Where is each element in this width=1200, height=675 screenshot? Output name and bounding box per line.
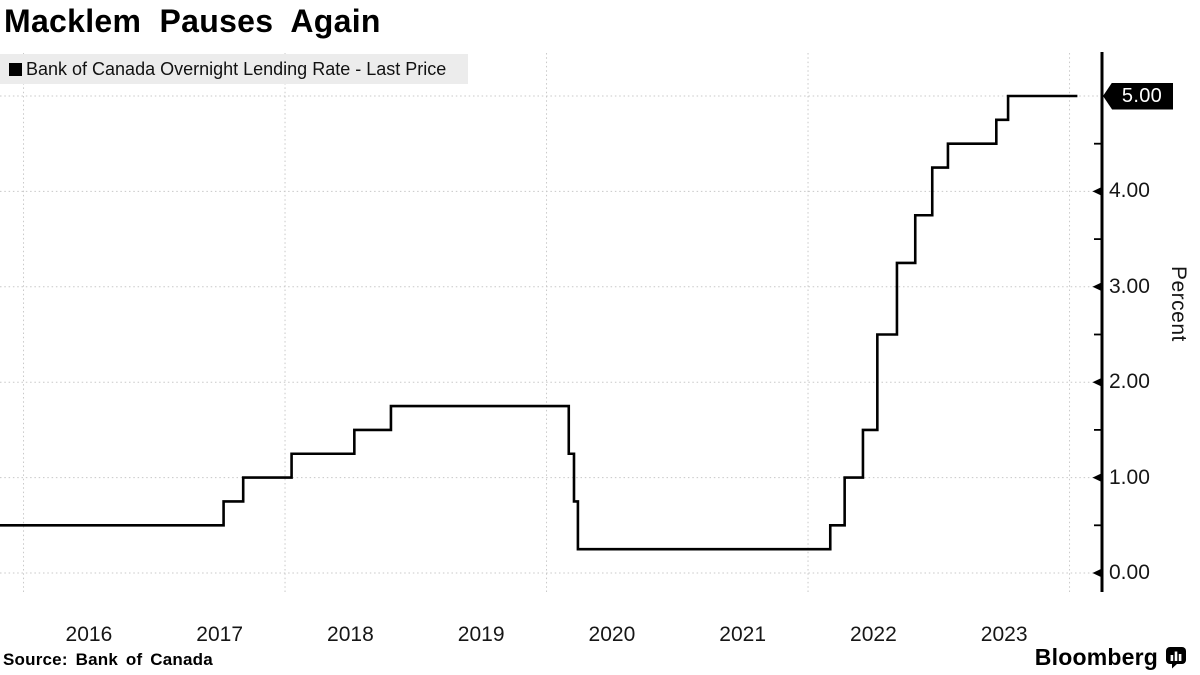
y-tick-label: 4.00 (1109, 179, 1150, 203)
y-tick-label: 0.00 (1109, 561, 1150, 584)
y-major-tick (1092, 186, 1102, 196)
y-major-tick (1092, 282, 1102, 292)
legend-bar: Bank of Canada Overnight Lending Rate - … (0, 54, 468, 84)
x-tick-label: 2018 (327, 623, 374, 646)
legend-swatch-icon (9, 62, 22, 76)
y-axis-title: Percent (1167, 266, 1190, 342)
bloomberg-bars-bubble-icon (1166, 647, 1186, 669)
brand-logo: Bloomberg (1035, 644, 1187, 671)
x-tick-label: 2016 (65, 623, 113, 646)
y-major-tick (1092, 377, 1102, 387)
x-tick-label: 2017 (196, 623, 244, 646)
x-tick-label: 2023 (980, 623, 1028, 646)
rate-step-line (0, 94, 1078, 551)
source-note: Source: Bank of Canada (3, 650, 213, 669)
legend-series-label: Bank of Canada Overnight Lending Rate - … (26, 58, 447, 79)
x-tick-label: 2021 (719, 623, 767, 646)
brand-wordmark: Bloomberg (1034, 644, 1158, 670)
y-tick-label: 1.00 (1109, 465, 1150, 489)
x-tick-label: 2022 (850, 623, 897, 646)
last-price-value: 5.00 (1121, 84, 1163, 107)
y-major-tick (1092, 473, 1102, 483)
y-tick-label: 2.00 (1109, 370, 1150, 394)
y-tick-label: 3.00 (1109, 274, 1150, 298)
page-title: Macklem Pauses Again (4, 3, 381, 39)
x-tick-label: 2020 (588, 623, 636, 646)
x-tick-label: 2019 (457, 623, 505, 646)
last-price-badge: 5.00 (1103, 82, 1173, 110)
y-major-tick (1092, 568, 1102, 578)
